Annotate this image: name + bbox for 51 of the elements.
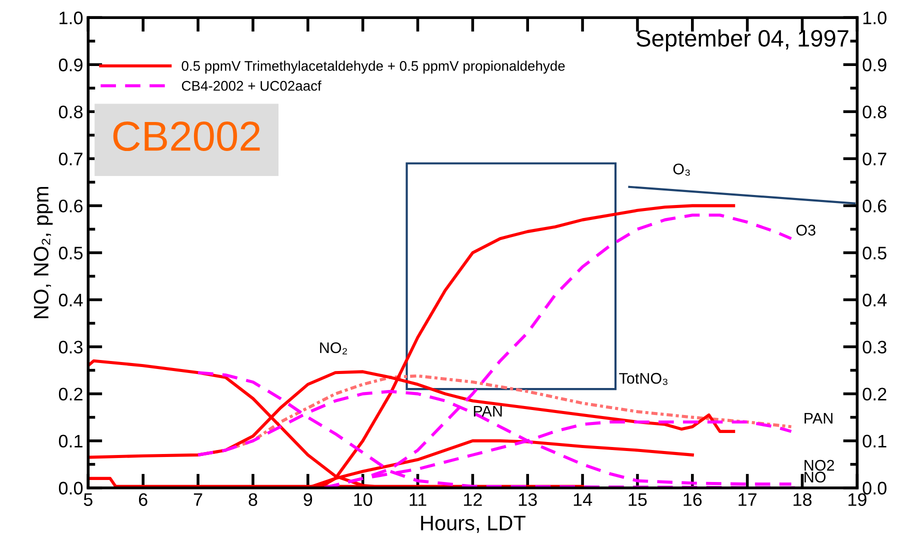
y-tick-label: 0.5 xyxy=(58,246,83,260)
y-tick-label: 0.4 xyxy=(58,294,83,306)
y-tick-label: 0.9 xyxy=(58,58,82,72)
annotation: O₃ xyxy=(673,164,690,176)
x-tick-label: 16 xyxy=(684,493,702,506)
y2-tick-label: 0.4 xyxy=(862,294,887,306)
annotation: PAN xyxy=(804,413,832,424)
y-tick-label: 0.2 xyxy=(58,388,82,401)
y2-tick-label: 0.0 xyxy=(862,482,886,495)
x-tick-label: 11 xyxy=(410,493,426,506)
x-tick-label: 17 xyxy=(738,493,756,506)
y2-tick-label: 0.9 xyxy=(862,58,886,72)
x-tick-label: 10 xyxy=(354,493,372,506)
y2-tick-label: 0.5 xyxy=(862,246,886,260)
y2-tick-label: 0.2 xyxy=(862,388,886,401)
y-tick-label: 1.0 xyxy=(60,12,83,24)
legend-label: 0.5 ppmV Trimethylacetaldehyde + 0.5 ppmV propionaldehyde xyxy=(182,60,565,74)
x-tick-label: 8 xyxy=(248,493,258,506)
y2-tick-label: 0.1 xyxy=(862,434,886,448)
x-tick-label: 12 xyxy=(464,493,482,506)
y2-tick-label: 0.8 xyxy=(862,106,886,118)
x-tick-label: 5 xyxy=(84,493,92,506)
y-tick-label: 0.0 xyxy=(58,482,83,495)
annotation: TotNO₃ xyxy=(619,372,668,385)
y2-tick-label: 0.7 xyxy=(862,152,886,166)
x-axis-title: Hours, LDT xyxy=(421,516,526,533)
annotation: PAN xyxy=(474,406,502,416)
annotation: CB2002 xyxy=(113,122,260,152)
annotation: NO₂ xyxy=(320,342,347,354)
y-tick-label: 0.1 xyxy=(58,434,82,448)
y2-tick-label: 0.3 xyxy=(862,340,886,354)
y2-tick-label: 1.0 xyxy=(863,12,886,24)
annotation: O3 xyxy=(796,224,816,236)
legend-label: CB4-2002 + UC02aacf xyxy=(182,80,322,91)
y-tick-label: 0.6 xyxy=(58,200,83,212)
y2-tick-label: 0.6 xyxy=(862,200,886,212)
x-tick-label: 9 xyxy=(304,493,312,506)
y-tick-label: 0.8 xyxy=(58,106,83,118)
x-tick-label: 6 xyxy=(139,493,148,506)
x-tick-label: 7 xyxy=(194,493,202,506)
annotation: NO xyxy=(804,472,826,482)
y-tick-label: 0.7 xyxy=(58,152,82,166)
y-tick-label: 0.3 xyxy=(58,340,83,354)
x-tick-label: 18 xyxy=(794,493,812,506)
annotation: NO2 xyxy=(804,460,834,471)
y-axis-title: NO, NO₂, ppm xyxy=(34,186,53,318)
x-tick-label: 19 xyxy=(848,493,866,506)
x-tick-label: 15 xyxy=(628,493,647,506)
chart-title: September 04, 1997 xyxy=(636,29,848,52)
x-tick-label: 14 xyxy=(574,493,592,506)
x-tick-label: 13 xyxy=(518,493,537,506)
